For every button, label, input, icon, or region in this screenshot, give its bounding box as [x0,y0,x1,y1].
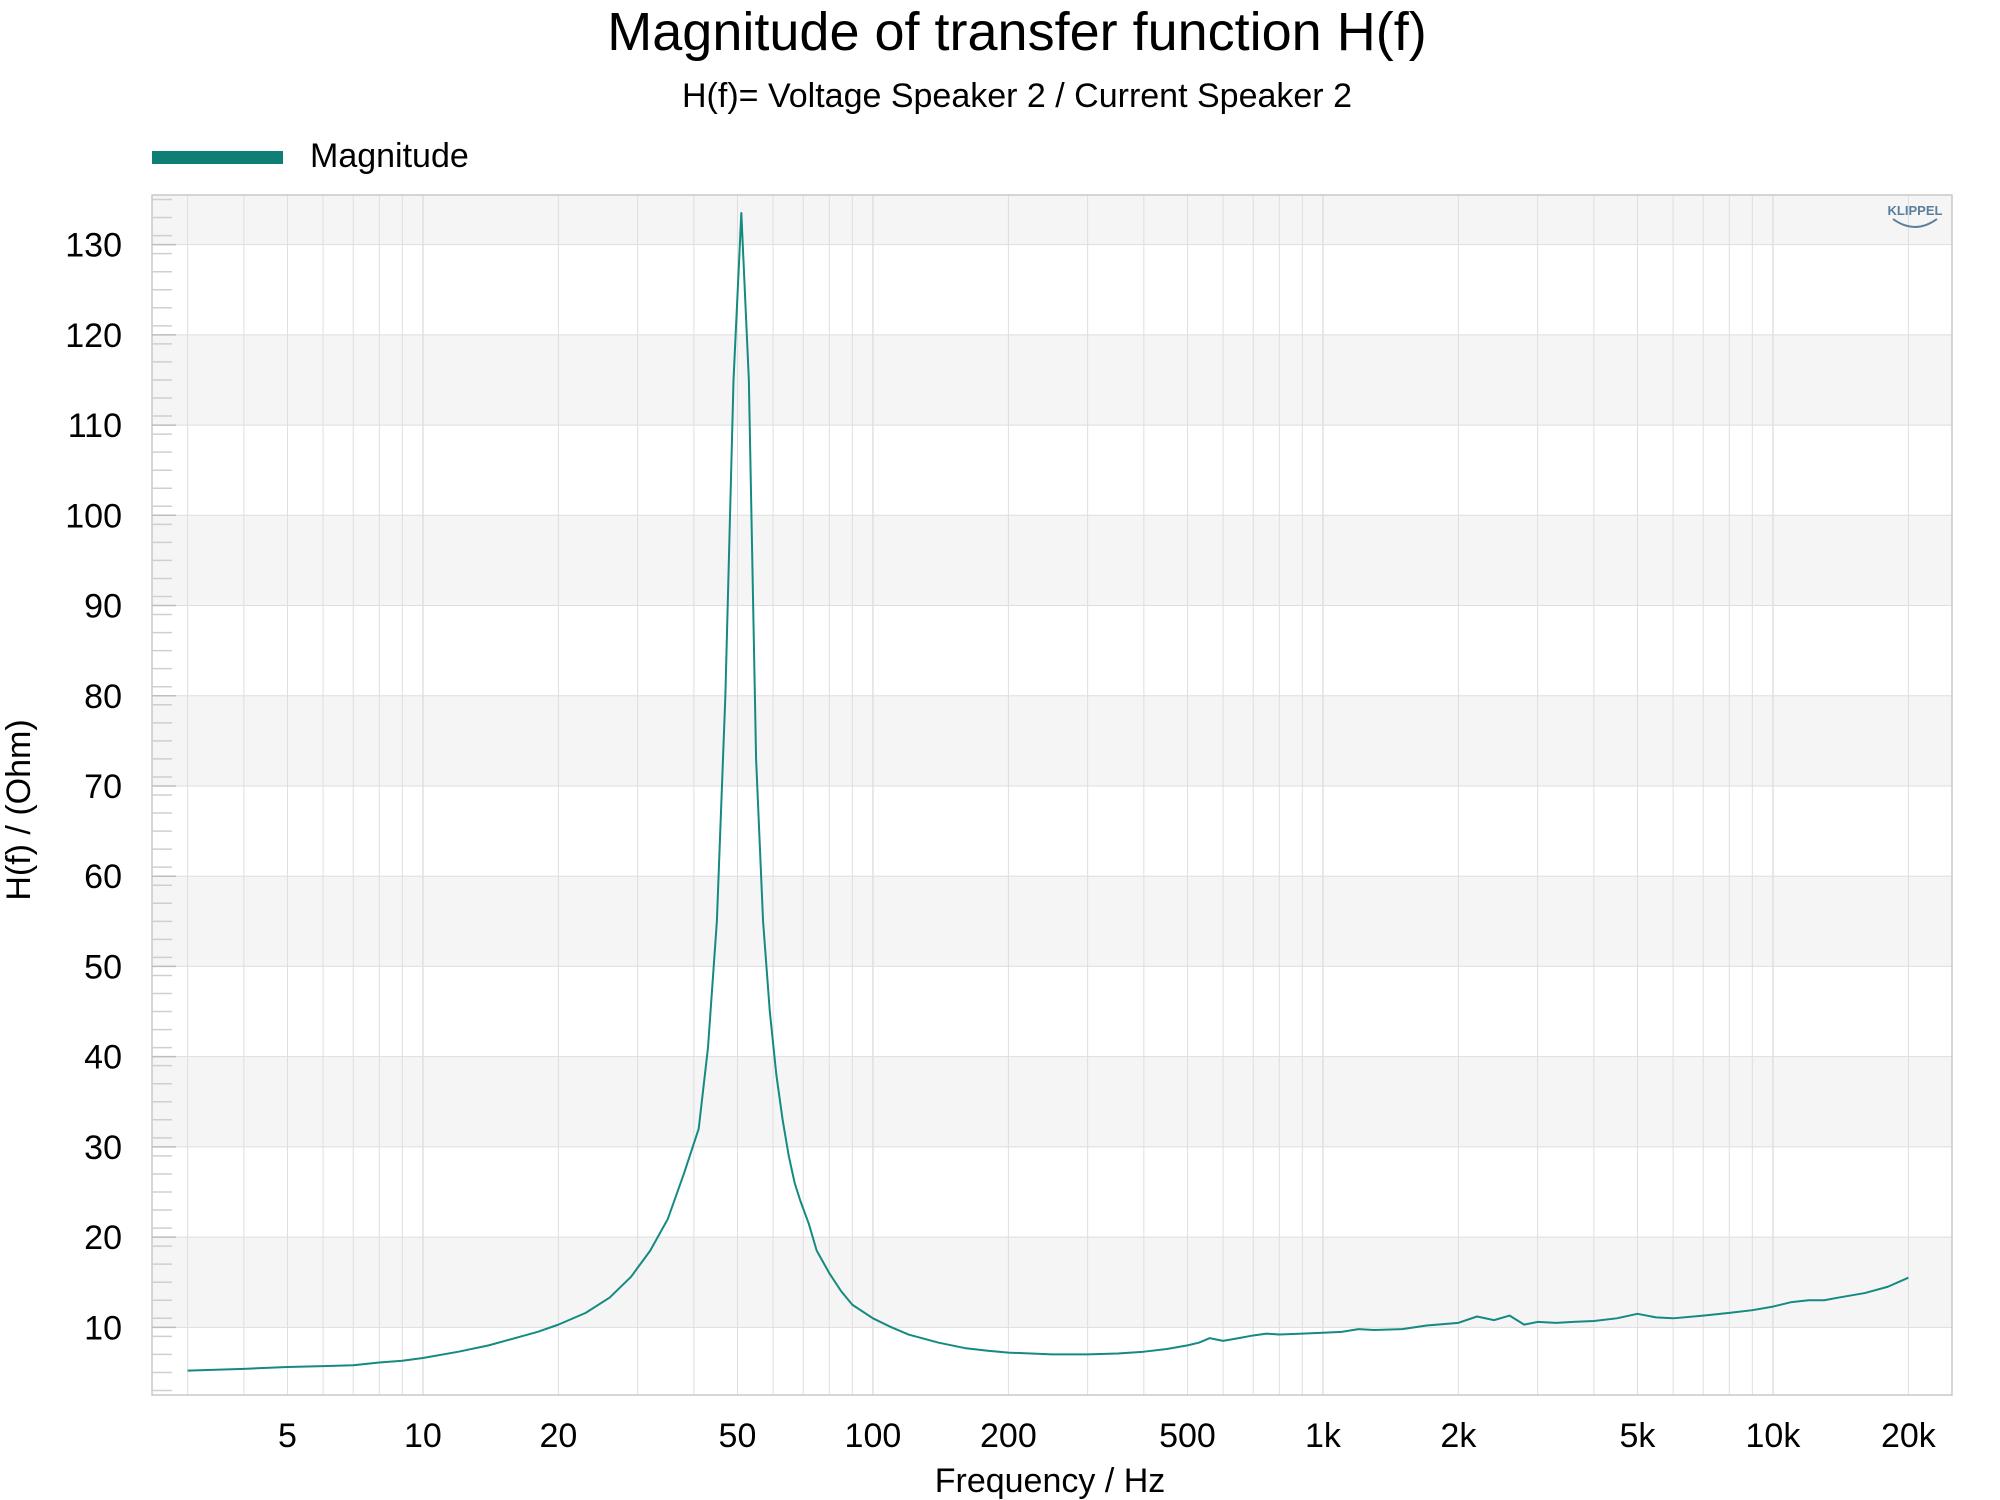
y-axis-ticks: 10 20 30 40 50 60 70 80 90 100 110 120 130 [65,198,176,1392]
x-tick-label: 5 [278,1417,297,1455]
chart-subtitle: H(f)= Voltage Speaker 2 / Current Speake… [682,77,1352,115]
y-tick-label: 120 [65,317,122,355]
grid-band [152,515,1952,606]
chart-title: Magnitude of transfer function H(f) [607,2,1426,62]
y-tick-label: 80 [84,678,122,716]
klippel-logo: KLIPPEL [1888,203,1943,228]
y-tick-label: 60 [84,858,122,896]
grid-band [152,334,1952,426]
x-tick-label: 50 [719,1417,757,1455]
y-tick-label: 90 [84,588,122,626]
x-tick-label: 500 [1159,1417,1216,1455]
logo-text: KLIPPEL [1888,203,1943,218]
y-tick-label: 100 [65,497,122,535]
y-tick-label: 70 [84,768,122,806]
y-tick-label: 110 [68,407,122,445]
x-tick-label: 1k [1305,1417,1342,1455]
x-tick-label: 10k [1746,1417,1802,1455]
grid [152,195,1952,1395]
x-tick-label: 5k [1620,1417,1657,1455]
y-tick-label: 30 [84,1129,122,1167]
x-tick-label: 10 [404,1417,442,1455]
grid-band [152,695,1952,786]
legend: Magnitude [152,137,469,175]
y-tick-label: 20 [84,1219,122,1257]
x-tick-label: 100 [845,1417,902,1455]
x-tick-label: 20k [1881,1417,1937,1455]
x-axis-label: Frequency / Hz [935,1462,1166,1500]
x-tick-label: 2k [1440,1417,1477,1455]
y-tick-label: 50 [84,948,122,986]
y-tick-label: 130 [65,227,122,265]
grid-band [152,1237,1952,1328]
x-tick-label: 20 [539,1417,577,1455]
x-tick-label: 200 [980,1417,1037,1455]
y-tick-label: 40 [84,1039,122,1077]
series-line-magnitude [187,212,1909,1372]
legend-swatch [152,151,283,164]
logo-arc [1892,218,1938,228]
series-layer [187,212,1909,1372]
y-axis-label: H(f) / (Ohm) [0,719,38,900]
legend-label: Magnitude [310,137,469,175]
grid-band [152,1056,1952,1147]
plot-area [152,195,1952,1395]
grid-band [152,195,1952,245]
y-tick-label: 10 [84,1309,122,1347]
grid-band [152,876,1952,967]
x-axis-ticks: 5 10 20 50 100 200 500 1k 2k 5k 10k 20k [278,1417,1937,1455]
